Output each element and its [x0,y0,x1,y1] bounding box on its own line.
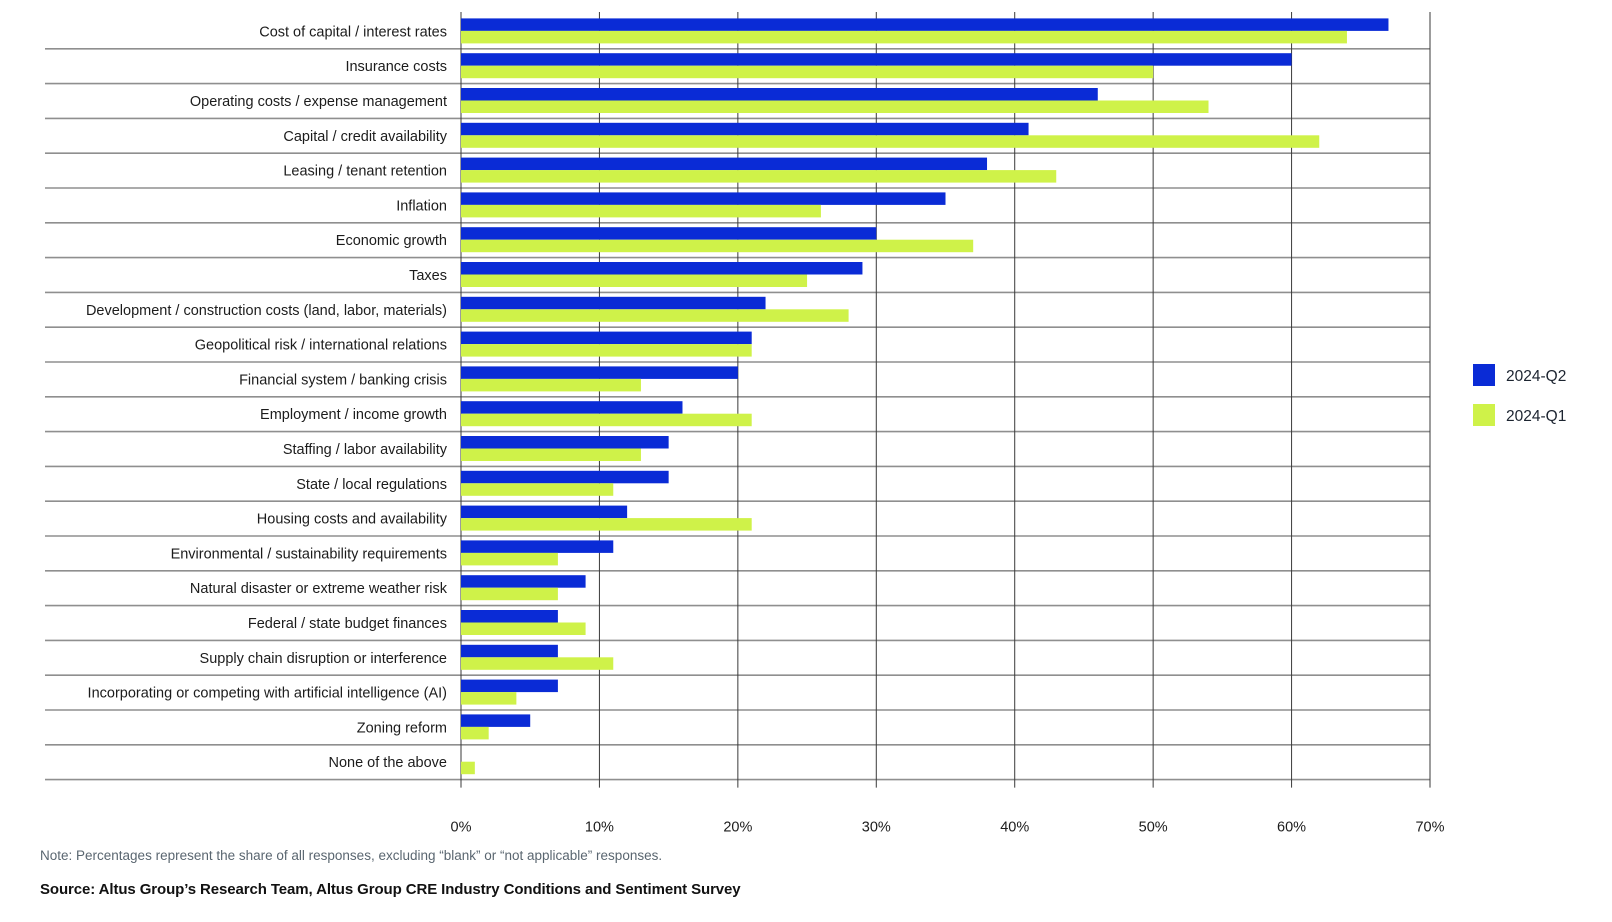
bar-2024-q2 [461,436,669,449]
category-label: Cost of capital / interest rates [259,24,447,40]
bar-2024-q1 [461,204,821,218]
category-label: Supply chain disruption or interference [200,651,447,667]
x-tick-label: 0% [451,820,472,836]
bar-2024-q2 [461,644,558,658]
legend: 2024-Q2 2024-Q1 [1473,364,1566,426]
category-label: Operating costs / expense management [190,94,447,110]
bar-2024-q2 [461,192,946,205]
category-label: Housing costs and availability [257,512,448,528]
category-label: Natural disaster or extreme weather risk [190,581,448,597]
bar-2024-q1 [461,726,489,740]
x-tick-label: 20% [723,820,752,836]
bar-2024-q1 [461,274,808,287]
bar-2024-q1 [461,378,641,392]
bar-2024-q1 [461,692,517,705]
bar-2024-q2 [461,262,863,275]
bar-2024-q1 [461,518,752,531]
bars [461,18,1389,775]
category-label: Zoning reform [357,720,447,736]
bar-2024-q2 [461,679,558,693]
bar-2024-q1 [461,170,1057,183]
bar-2024-q1 [461,622,586,635]
x-tick-label: 50% [1139,820,1168,836]
bar-2024-q1 [461,30,1347,44]
x-tick-label: 30% [862,820,891,836]
bar-2024-q2 [461,53,1292,66]
bar-2024-q2 [461,227,877,240]
x-tick-label: 40% [1000,820,1029,836]
legend-label: 2024-Q1 [1506,408,1566,425]
category-label: Employment / income growth [260,407,447,423]
x-tick-label: 10% [585,820,614,836]
bar-2024-q1 [461,587,558,601]
category-label: Development / construction costs (land, … [86,303,447,319]
category-label: Environmental / sustainability requireme… [171,546,447,562]
bar-2024-q2 [461,88,1098,101]
bar-2024-q2 [461,505,628,519]
bar-2024-q1 [461,761,475,775]
category-labels: Cost of capital / interest rates Insuranc… [86,24,448,771]
category-label: Staffing / labor availability [283,442,448,458]
bar-2024-q2 [461,157,988,171]
footnote: Note: Percentages represent the share of… [40,848,663,863]
legend-swatch-2024-q2 [1473,364,1495,386]
category-label: Federal / state budget finances [248,616,447,632]
x-tick-label: 70% [1415,820,1444,836]
bar-2024-q2 [461,122,1029,136]
bar-2024-q2 [461,575,586,588]
category-label: None of the above [328,755,447,771]
x-tick-label: 60% [1277,820,1306,836]
bar-2024-q2 [461,470,669,484]
bar-2024-q1 [461,657,614,670]
category-label: Inflation [396,198,447,214]
bar-2024-q1 [461,448,641,461]
bar-2024-q2 [461,610,558,623]
bar-2024-q1 [461,309,849,322]
bar-2024-q2 [461,366,738,379]
category-label: Capital / credit availability [283,129,447,145]
bar-2024-q1 [461,413,752,427]
bar-2024-q1 [461,483,614,496]
category-label: Incorporating or competing with artifici… [88,686,447,702]
x-axis-tick-labels: 0% 10% 20% 30% 40% 50% 60% 70% [451,820,1445,836]
category-label: Economic growth [336,233,447,249]
bar-2024-q2 [461,296,766,310]
bar-2024-q1 [461,239,974,253]
bar-2024-q2 [461,18,1389,31]
bar-2024-q1 [461,100,1209,113]
bar-2024-q1 [461,65,1154,79]
category-label: Insurance costs [345,59,447,75]
bar-2024-q1 [461,135,1320,148]
category-label: Financial system / banking crisis [239,372,447,388]
bar-2024-q1 [461,344,752,357]
bar-2024-q2 [461,401,683,414]
legend-swatch-2024-q1 [1473,404,1495,426]
category-label: Leasing / tenant retention [283,164,447,180]
category-label: Geopolitical risk / international relati… [195,338,447,354]
bar-2024-q2 [461,540,614,553]
category-label: State / local regulations [296,477,447,493]
source-text: Source: Altus Group’s Research Team, Alt… [40,881,741,898]
bar-2024-q1 [461,552,558,566]
legend-label: 2024-Q2 [1506,368,1566,385]
bar-2024-q2 [461,331,752,345]
bar-2024-q2 [461,714,531,727]
category-label: Taxes [409,268,447,284]
